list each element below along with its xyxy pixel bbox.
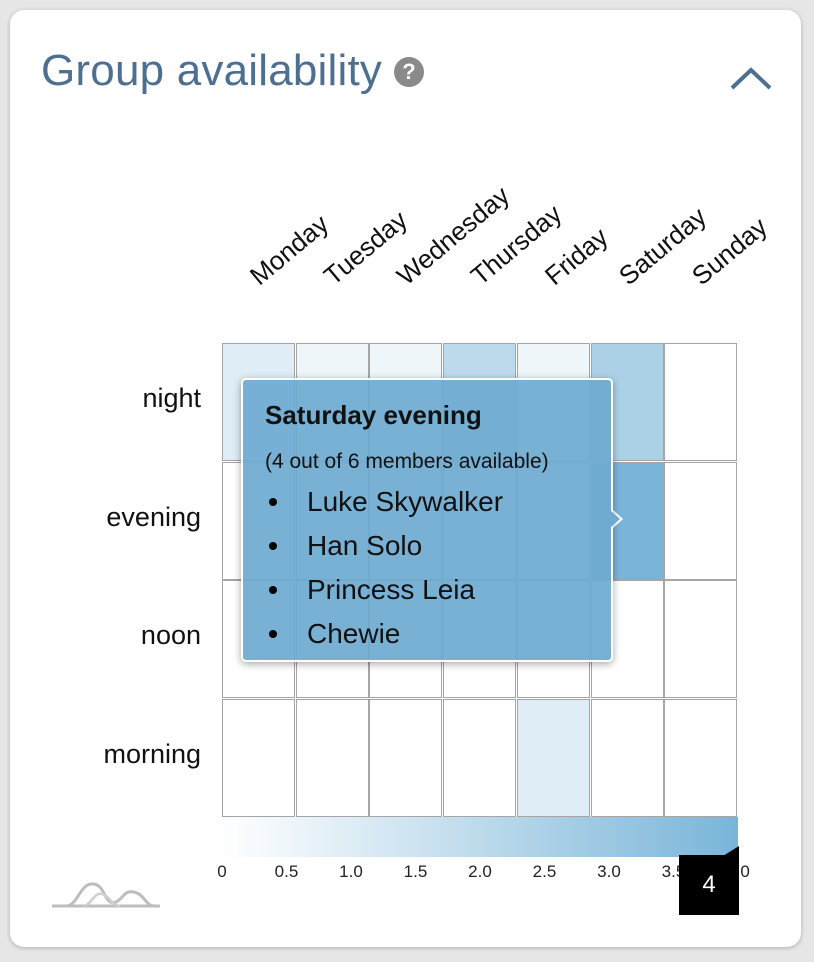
member-list: Luke Skywalker Han Solo Princess Leia Chewi… [243,484,503,660]
day-label-tuesday: Tuesday [317,204,413,291]
cell-sunday-morning[interactable] [664,698,738,817]
member-list-item: Chewie [243,616,503,660]
member-list-item: Princess Leia [243,572,503,616]
scale-marker-value: 4 [679,855,739,915]
member-name: Princess Leia [307,574,476,605]
availability-wave-logo-icon [52,882,160,908]
cell-friday-morning[interactable] [516,698,590,817]
tooltip-arrow-fill [611,511,620,527]
scale-marker-notch [723,846,739,856]
scale-tick-label: 0.5 [274,862,299,881]
timeslot-label-evening: evening [106,501,201,532]
scale-tick-label: 2.5 [532,862,557,881]
bullet-icon [269,630,277,638]
bullet-icon [269,542,277,550]
scale-tick-label: 2.0 [468,862,492,881]
group-availability-card: Group availability ? Monday Tuesday Wednes… [10,10,801,947]
member-list-item: Luke Skywalker [243,484,503,528]
member-list-item: Han Solo [243,528,503,572]
timeslot-label-night: night [142,383,201,413]
timeslot-label-noon: noon [140,620,201,650]
day-label-monday: Monday [244,208,335,291]
tooltip-subtitle: (4 out of 6 members available) [265,450,549,473]
cell-sunday-evening[interactable] [664,461,738,580]
member-name: Han Solo [307,530,423,561]
timeslot-label-morning: morning [103,738,201,769]
scale-tick-label: 3.0 [597,862,621,881]
cell-saturday-morning[interactable] [590,698,664,817]
scale-tick-label: 0 [217,862,227,881]
chevron-up-icon[interactable] [729,62,773,92]
tooltip-title: Saturday evening [265,400,482,430]
bullet-icon [269,586,277,594]
help-icon[interactable]: ? [394,57,424,87]
card-title: Group availability [41,46,383,95]
member-name: Chewie [307,618,401,649]
cell-wednesday-morning[interactable] [369,698,443,817]
availability-tooltip: Saturday evening (4 out of 6 members ava… [241,378,613,662]
member-name: Luke Skywalker [307,486,504,517]
cell-sunday-night[interactable] [664,343,738,461]
cell-thursday-morning[interactable] [443,698,517,817]
cell-sunday-noon[interactable] [664,580,738,698]
scale-tick-label: 1.0 [339,862,363,881]
cell-monday-morning[interactable] [222,698,295,817]
color-scale-bar [222,817,738,857]
bullet-icon [269,498,277,506]
scale-tick-label: 1.5 [403,862,428,881]
cell-tuesday-morning[interactable] [295,698,369,817]
